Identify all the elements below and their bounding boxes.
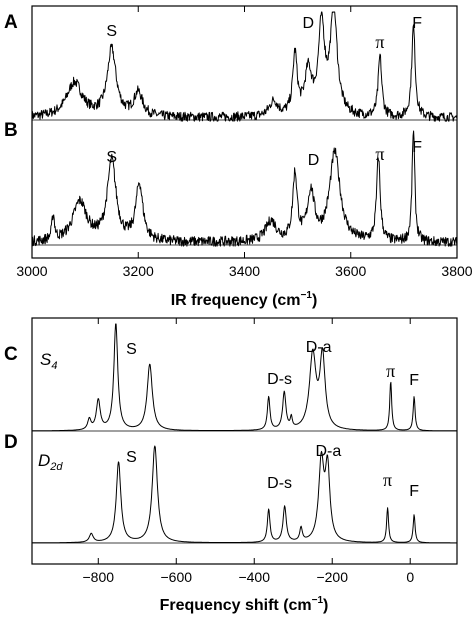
top-axis-ticks: 3000 3200 3400 3600 3800 [16,6,473,279]
bottom-axis-tick-label: 0 [406,569,414,585]
panel-d-peak-label: S [126,449,137,466]
bottom-axis-tick-label: −600 [160,569,192,585]
bottom-x-axis-title: Frequency shift (cm−1) [160,595,329,614]
point-group-d2d-label: D2d [38,451,63,473]
panel-c-peak-label: S [126,341,137,358]
bottom-axis-ticks: −800 −600 −400 −200 0 [83,318,414,585]
panel-b-peak-label: D [308,152,320,169]
panel-b-peak-label: π [375,144,384,164]
panel-a-peak-label: D [302,15,314,32]
top-plot-frame [31,5,458,259]
top-axis-tick-label: 3200 [123,263,154,279]
top-axis-tick-label: 3600 [335,263,366,279]
top-axis-tick-label: 3800 [441,263,472,279]
panel-b-spectrum-line [31,130,458,247]
panel-c-peak-label: F [409,372,419,389]
bottom-axis-tick-label: −400 [238,569,270,585]
panel-d-peak-label: D-a [315,443,341,460]
bottom-axis-tick-label: −200 [316,569,348,585]
panel-c-peak-label: D-a [306,339,332,356]
panel-c-spectrum-line [32,323,457,432]
panel-d-spectrum-line [32,445,457,544]
panel-c-peak-label: D-s [267,371,292,388]
top-axis-tick-label: 3400 [229,263,260,279]
panel-letter-d: D [4,432,18,453]
panel-b-peak-label: F [412,139,422,156]
panel-a-peak-label: F [412,15,422,32]
top-x-axis-title: IR frequency (cm−1) [171,290,318,309]
bottom-axis-tick-label: −800 [83,569,115,585]
top-axis-tick-label: 3000 [16,263,47,279]
panel-b-peak-label: S [106,149,117,166]
panel-letter-c: C [4,344,18,365]
panel-a-peak-label: π [375,32,384,52]
panel-letter-b: B [4,120,18,141]
panel-a-peak-label: S [106,23,117,40]
panel-letter-a: A [4,12,18,33]
panel-d-peak-label: F [409,483,419,500]
panel-c-peak-label: π [386,361,395,381]
panel-d-peak-label: D-s [267,475,292,492]
panel-d-peak-label: π [383,470,392,490]
point-group-s4-label: S4 [40,350,57,372]
panel-a-spectrum-line [31,11,458,122]
bottom-plot-frame [31,317,458,565]
